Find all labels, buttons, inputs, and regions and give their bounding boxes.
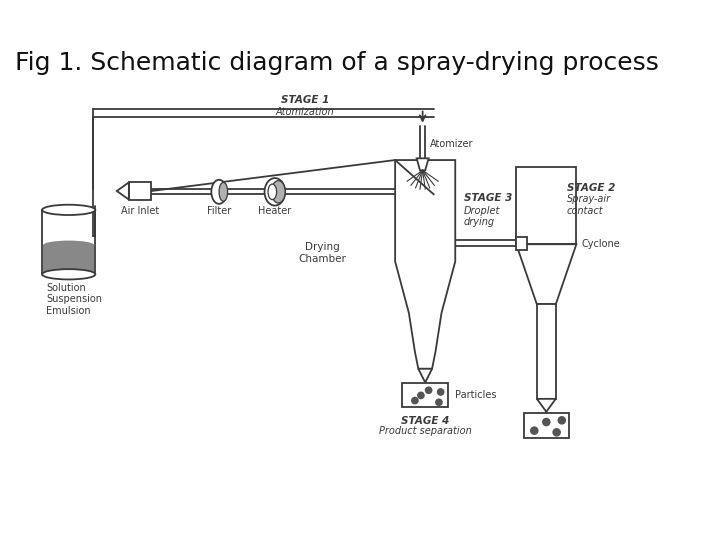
Text: STAGE 3: STAGE 3 [464,193,512,203]
Polygon shape [417,158,428,170]
Circle shape [425,387,433,394]
Circle shape [542,418,551,427]
Text: Drying
Chamber: Drying Chamber [298,242,346,264]
Ellipse shape [42,205,95,215]
Text: STAGE 1: STAGE 1 [281,95,329,105]
Polygon shape [537,399,556,411]
Ellipse shape [271,181,285,203]
Polygon shape [418,369,432,382]
Text: Heater: Heater [258,206,292,215]
Bar [516,238,526,250]
Text: Product separation: Product separation [379,427,472,436]
Text: STAGE 4: STAGE 4 [401,416,449,426]
Text: Atomization: Atomization [276,107,334,117]
Polygon shape [516,244,577,305]
Ellipse shape [268,184,276,200]
Bar [402,383,449,408]
Polygon shape [117,183,129,200]
Text: STAGE 2: STAGE 2 [567,183,616,193]
Text: Air Inlet: Air Inlet [121,206,159,215]
Text: Atomizer: Atomizer [430,139,473,148]
Circle shape [435,399,443,406]
Ellipse shape [43,241,94,250]
Ellipse shape [43,269,94,279]
Ellipse shape [211,180,227,204]
Bar [129,183,151,200]
Text: Filter: Filter [207,206,231,215]
Circle shape [411,397,419,404]
Circle shape [552,428,561,437]
Bar [537,305,556,399]
Circle shape [557,416,566,424]
Polygon shape [395,160,455,369]
Bar [524,414,569,437]
Text: Solution
Suspension
Emulsion: Solution Suspension Emulsion [46,283,102,316]
Text: Droplet
drying: Droplet drying [464,206,500,227]
Text: Particles: Particles [455,390,497,401]
Ellipse shape [219,183,228,201]
Text: Cyclone: Cyclone [582,239,620,249]
Circle shape [417,392,425,399]
Bar [516,167,577,244]
Circle shape [530,427,539,435]
Text: Fig 1. Schematic diagram of a spray-drying process: Fig 1. Schematic diagram of a spray-dryi… [15,51,660,75]
Circle shape [437,388,444,396]
Ellipse shape [264,178,285,206]
Text: Spray-air
contact: Spray-air contact [567,194,611,216]
Bar [43,245,94,274]
Ellipse shape [42,269,95,279]
